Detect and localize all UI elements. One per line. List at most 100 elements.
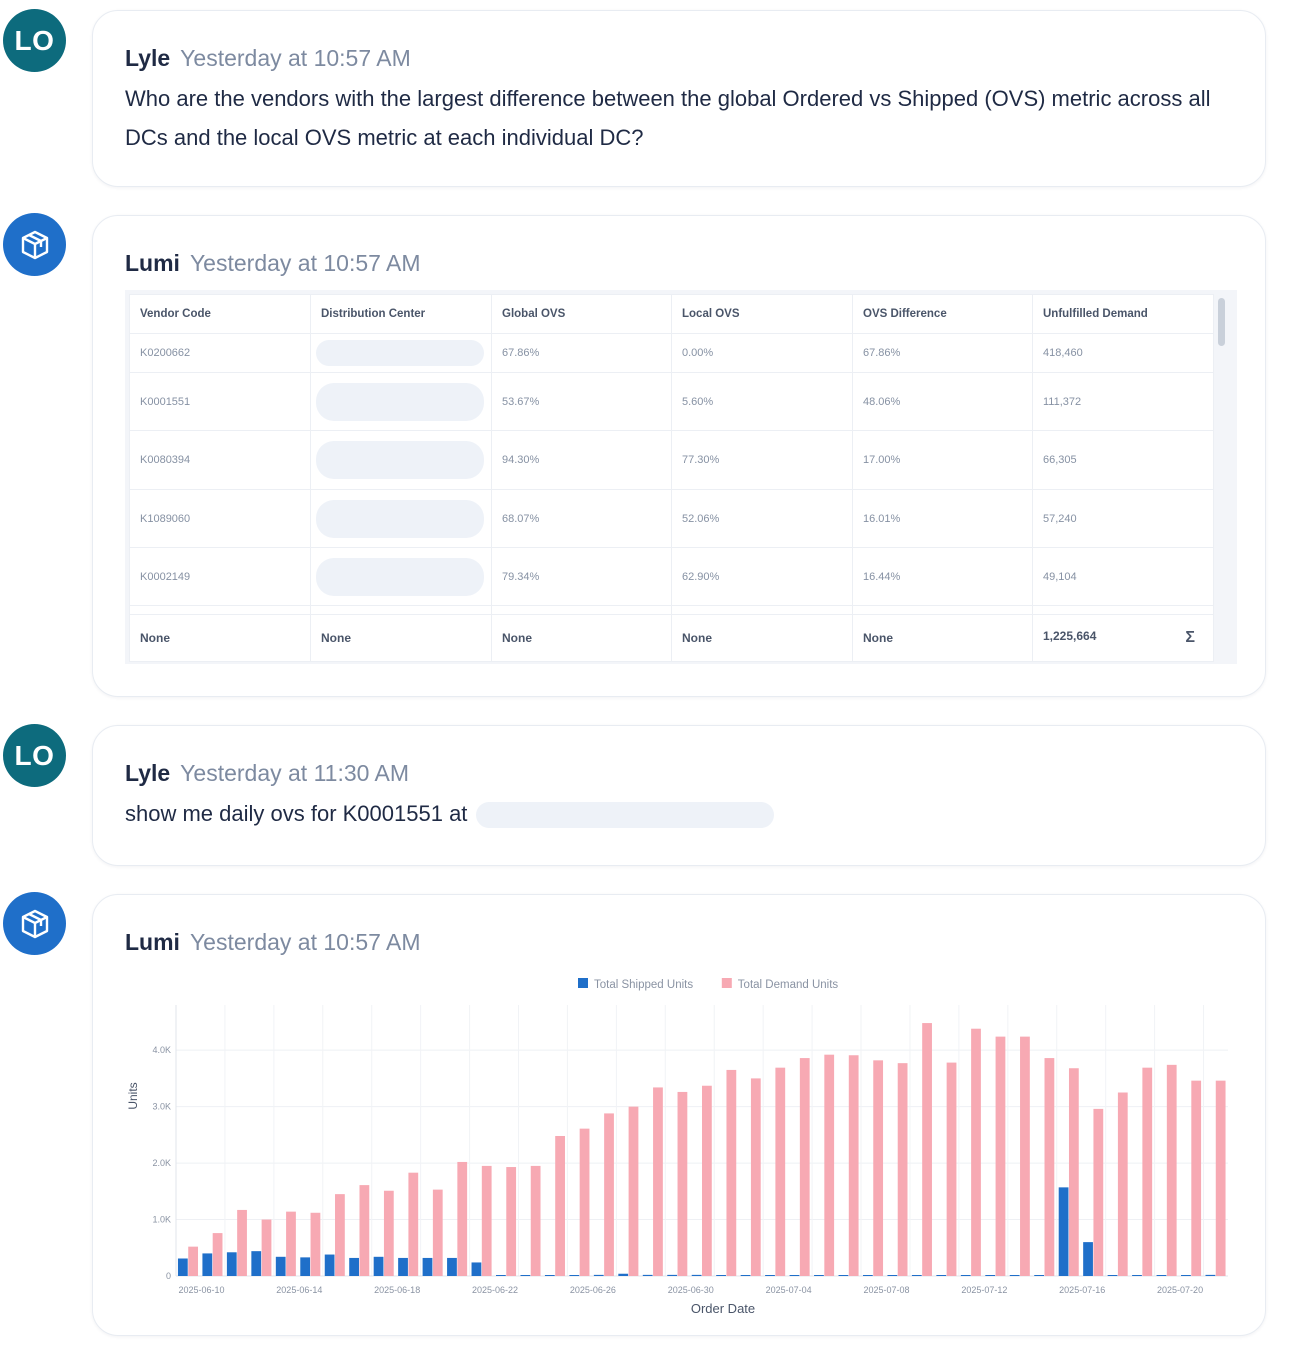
bar-demand bbox=[775, 1067, 786, 1276]
summary-cell: None bbox=[129, 614, 311, 662]
x-tick-label: 2025-06-14 bbox=[276, 1285, 322, 1295]
bar-shipped bbox=[740, 1275, 751, 1276]
bar-demand bbox=[1093, 1108, 1104, 1276]
redacted-value bbox=[316, 441, 484, 479]
bar-shipped bbox=[691, 1274, 702, 1276]
bar-demand bbox=[971, 1028, 981, 1276]
bar-shipped bbox=[398, 1257, 408, 1276]
column-header[interactable]: Global OVS bbox=[491, 294, 672, 334]
bar-shipped bbox=[349, 1257, 359, 1276]
legend-swatch bbox=[721, 978, 732, 988]
message-card: Lyle Yesterday at 11:30 AM show me daily… bbox=[92, 725, 1266, 866]
bar-shipped bbox=[569, 1275, 580, 1276]
bar-shipped bbox=[202, 1253, 213, 1276]
bar-demand bbox=[335, 1194, 345, 1276]
bar-demand bbox=[212, 1233, 223, 1276]
bar-demand bbox=[383, 1190, 394, 1276]
message-card: Lumi Yesterday at 10:57 AM Vendor Code D… bbox=[92, 215, 1266, 697]
bar-demand bbox=[873, 1060, 884, 1276]
y-tick-label: 1.0K bbox=[152, 1215, 171, 1225]
column-header[interactable]: Unfulfilled Demand bbox=[1032, 294, 1214, 334]
local-ovs-cell: 0.00% bbox=[671, 333, 853, 373]
bar-demand bbox=[1044, 1058, 1055, 1276]
bar-shipped bbox=[471, 1262, 482, 1276]
column-header[interactable]: Local OVS bbox=[671, 294, 853, 334]
bar-shipped bbox=[1034, 1275, 1045, 1276]
legend-label: Total Demand Units bbox=[738, 979, 839, 991]
bar-demand bbox=[310, 1212, 321, 1276]
bar-shipped bbox=[716, 1275, 726, 1276]
bar-shipped bbox=[373, 1256, 384, 1276]
summary-cell: None bbox=[852, 614, 1033, 662]
message-timestamp: Yesterday at 10:57 AM bbox=[189, 929, 421, 955]
sigma-icon[interactable]: Σ bbox=[1185, 629, 1195, 646]
bar-demand bbox=[506, 1167, 517, 1276]
summary-total-value: 1,225,664 bbox=[1043, 629, 1097, 643]
vendor-cell: K0080394 bbox=[129, 430, 311, 490]
x-tick-label: 2025-07-20 bbox=[1157, 1285, 1203, 1295]
bar-shipped bbox=[1205, 1274, 1216, 1276]
bar-shipped bbox=[544, 1275, 555, 1276]
table-row: K0001551 53.67% 5.60% 48.06% 111,372 bbox=[129, 372, 1214, 431]
bar-demand bbox=[946, 1062, 957, 1276]
global-ovs-cell: 53.67% bbox=[491, 372, 672, 431]
message-text-container: show me daily ovs for K0001551 at bbox=[125, 794, 1233, 833]
redacted-value bbox=[316, 557, 484, 596]
summary-total-cell: 1,225,664 Σ bbox=[1032, 614, 1214, 662]
bar-shipped bbox=[1107, 1275, 1118, 1276]
bot-avatar bbox=[3, 892, 66, 955]
bar-demand bbox=[408, 1172, 419, 1276]
bar-demand bbox=[481, 1165, 492, 1276]
table-scrollbar[interactable] bbox=[1218, 298, 1225, 346]
bar-shipped bbox=[300, 1257, 311, 1276]
y-tick-label: 2.0K bbox=[152, 1158, 171, 1168]
bar-shipped bbox=[251, 1251, 262, 1276]
message-author: Lyle bbox=[125, 45, 171, 71]
cube-icon bbox=[21, 909, 48, 938]
column-header[interactable]: Vendor Code bbox=[129, 294, 311, 334]
bar-demand bbox=[824, 1054, 835, 1276]
bar-shipped bbox=[667, 1274, 678, 1276]
cube-icon bbox=[21, 230, 48, 259]
bar-shipped bbox=[936, 1275, 947, 1276]
bar-demand bbox=[457, 1161, 468, 1276]
bar-shipped bbox=[1156, 1275, 1167, 1276]
column-header[interactable]: Distribution Center bbox=[310, 294, 492, 334]
x-tick-label: 2025-07-04 bbox=[766, 1285, 812, 1295]
x-tick-label: 2025-06-22 bbox=[472, 1285, 518, 1295]
distribution-center-cell bbox=[310, 333, 492, 373]
avatar-initials: LO bbox=[14, 24, 55, 56]
bar-demand bbox=[1166, 1064, 1177, 1276]
bar-demand bbox=[799, 1058, 810, 1276]
bar-shipped bbox=[960, 1275, 971, 1276]
bar-shipped bbox=[1083, 1242, 1093, 1276]
bar-demand bbox=[237, 1209, 247, 1276]
redacted-value bbox=[316, 499, 484, 538]
column-header[interactable]: OVS Difference bbox=[852, 294, 1033, 334]
distribution-center-cell bbox=[310, 372, 492, 431]
unfulfilled-demand-cell: 111,372 bbox=[1032, 372, 1214, 431]
message-author: Lumi bbox=[125, 250, 180, 276]
bar-shipped bbox=[422, 1257, 433, 1276]
table-header-row: Vendor Code Distribution Center Global O… bbox=[129, 294, 1214, 334]
user-avatar: LO bbox=[3, 724, 66, 787]
bar-shipped bbox=[177, 1258, 188, 1276]
bar-shipped bbox=[275, 1256, 286, 1276]
message-card: Lyle Yesterday at 10:57 AM Who are the v… bbox=[92, 10, 1266, 187]
bar-demand bbox=[995, 1036, 1006, 1276]
vendor-cell: K1089060 bbox=[129, 489, 311, 548]
bar-demand bbox=[261, 1219, 272, 1276]
bar-shipped bbox=[887, 1275, 898, 1276]
y-axis-title: Units bbox=[126, 1082, 140, 1109]
message-timestamp: Yesterday at 10:57 AM bbox=[180, 45, 411, 71]
bar-shipped bbox=[765, 1275, 775, 1276]
bar-demand bbox=[359, 1185, 370, 1276]
ovs-difference-cell: 16.44% bbox=[852, 547, 1033, 606]
bar-demand bbox=[897, 1063, 908, 1276]
legend-swatch bbox=[578, 978, 588, 988]
x-tick-label: 2025-06-26 bbox=[570, 1285, 616, 1295]
global-ovs-cell: 79.34% bbox=[491, 547, 672, 606]
x-tick-label: 2025-06-30 bbox=[668, 1285, 714, 1295]
bar-shipped bbox=[520, 1275, 531, 1276]
